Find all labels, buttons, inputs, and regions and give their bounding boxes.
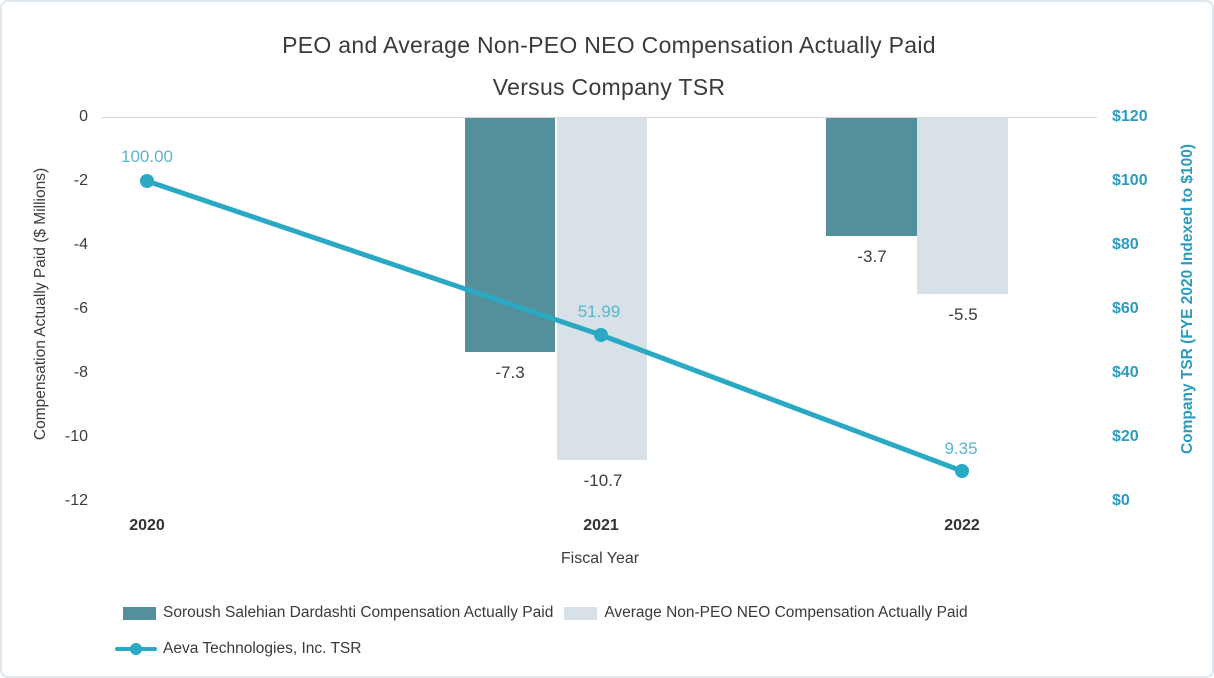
left-axis-tick-n2: -2 [73,172,88,189]
tsr-point-2020 [140,174,154,188]
tsr-label-2020: 100.00 [121,147,173,166]
x-axis-tick-2021: 2021 [583,517,619,534]
tsr-line-chart [140,174,969,478]
zero-gridline [102,117,1097,118]
right-axis-tick-120: $120 [1112,108,1148,125]
legend-label-peo: Soroush Salehian Dardashti Compensation … [163,604,554,621]
plot-area: -7.3 -10.7 -3.7 -5.5 100.00 51.99 9.35 [102,117,1097,501]
x-axis-title: Fiscal Year [560,550,640,567]
left-axis-tick-n6: -6 [73,300,88,317]
chart-title: PEO and Average Non-PEO NEO Compensation… [2,24,1214,108]
left-axis-tick-n8: -8 [73,364,88,381]
tsr-line-marker-icon [115,642,157,656]
legend-row-1: Soroush Salehian Dardashti Compensation … [123,604,979,622]
chart-title-line2: Versus Company TSR [492,74,726,100]
legend-item-tsr: Aeva Technologies, Inc. TSR [115,640,361,658]
bar-label-peo-2022: -3.7 [857,247,887,266]
tsr-point-2021 [594,328,608,342]
tsr-line [146,178,963,474]
right-axis-tick-100: $100 [1112,172,1148,189]
bar-label-neo-2021: -10.7 [583,471,623,490]
tsr-label-2021: 51.99 [577,302,621,321]
right-axis-title: Company TSR (FYE 2020 Indexed to $100) [1179,143,1196,455]
left-axis-tick-0: 0 [79,108,88,125]
right-axis-tick-0: $0 [1112,492,1130,509]
right-axis-tick-60: $60 [1112,300,1139,317]
bar-label-neo-2022: -5.5 [948,305,978,324]
legend-item-peo: Soroush Salehian Dardashti Compensation … [123,604,553,622]
tsr-point-2022 [955,464,969,478]
x-axis-tick-2022: 2022 [944,517,980,534]
legend-item-neo: Average Non-PEO NEO Compensation Actuall… [564,604,968,622]
right-axis-tick-20: $20 [1112,428,1139,445]
bar-neo-2022 [917,118,1008,294]
bar-peo-2022 [826,118,917,236]
bar-label-peo-2021: -7.3 [495,363,525,382]
right-axis-tick-40: $40 [1112,364,1139,381]
peo-bar-swatch-icon [123,606,156,620]
bar-neo-2021 [557,118,647,460]
left-axis-title: Compensation Actually Paid ($ Millions) [32,167,49,441]
x-axis-tick-2020: 2020 [129,517,165,534]
legend-label-neo: Average Non-PEO NEO Compensation Actuall… [604,604,968,621]
left-axis-tick-n10: -10 [64,428,88,445]
chart-title-line1: PEO and Average Non-PEO NEO Compensation… [282,32,936,58]
left-axis-tick-n4: -4 [73,236,88,253]
right-axis-tick-80: $80 [1112,236,1139,253]
left-axis-tick-n12: -12 [64,492,88,509]
neo-bar-swatch-icon [564,606,598,620]
legend-row-2: Aeva Technologies, Inc. TSR [115,640,372,658]
tsr-label-2022: 9.35 [944,439,978,458]
legend-label-tsr: Aeva Technologies, Inc. TSR [163,640,362,657]
